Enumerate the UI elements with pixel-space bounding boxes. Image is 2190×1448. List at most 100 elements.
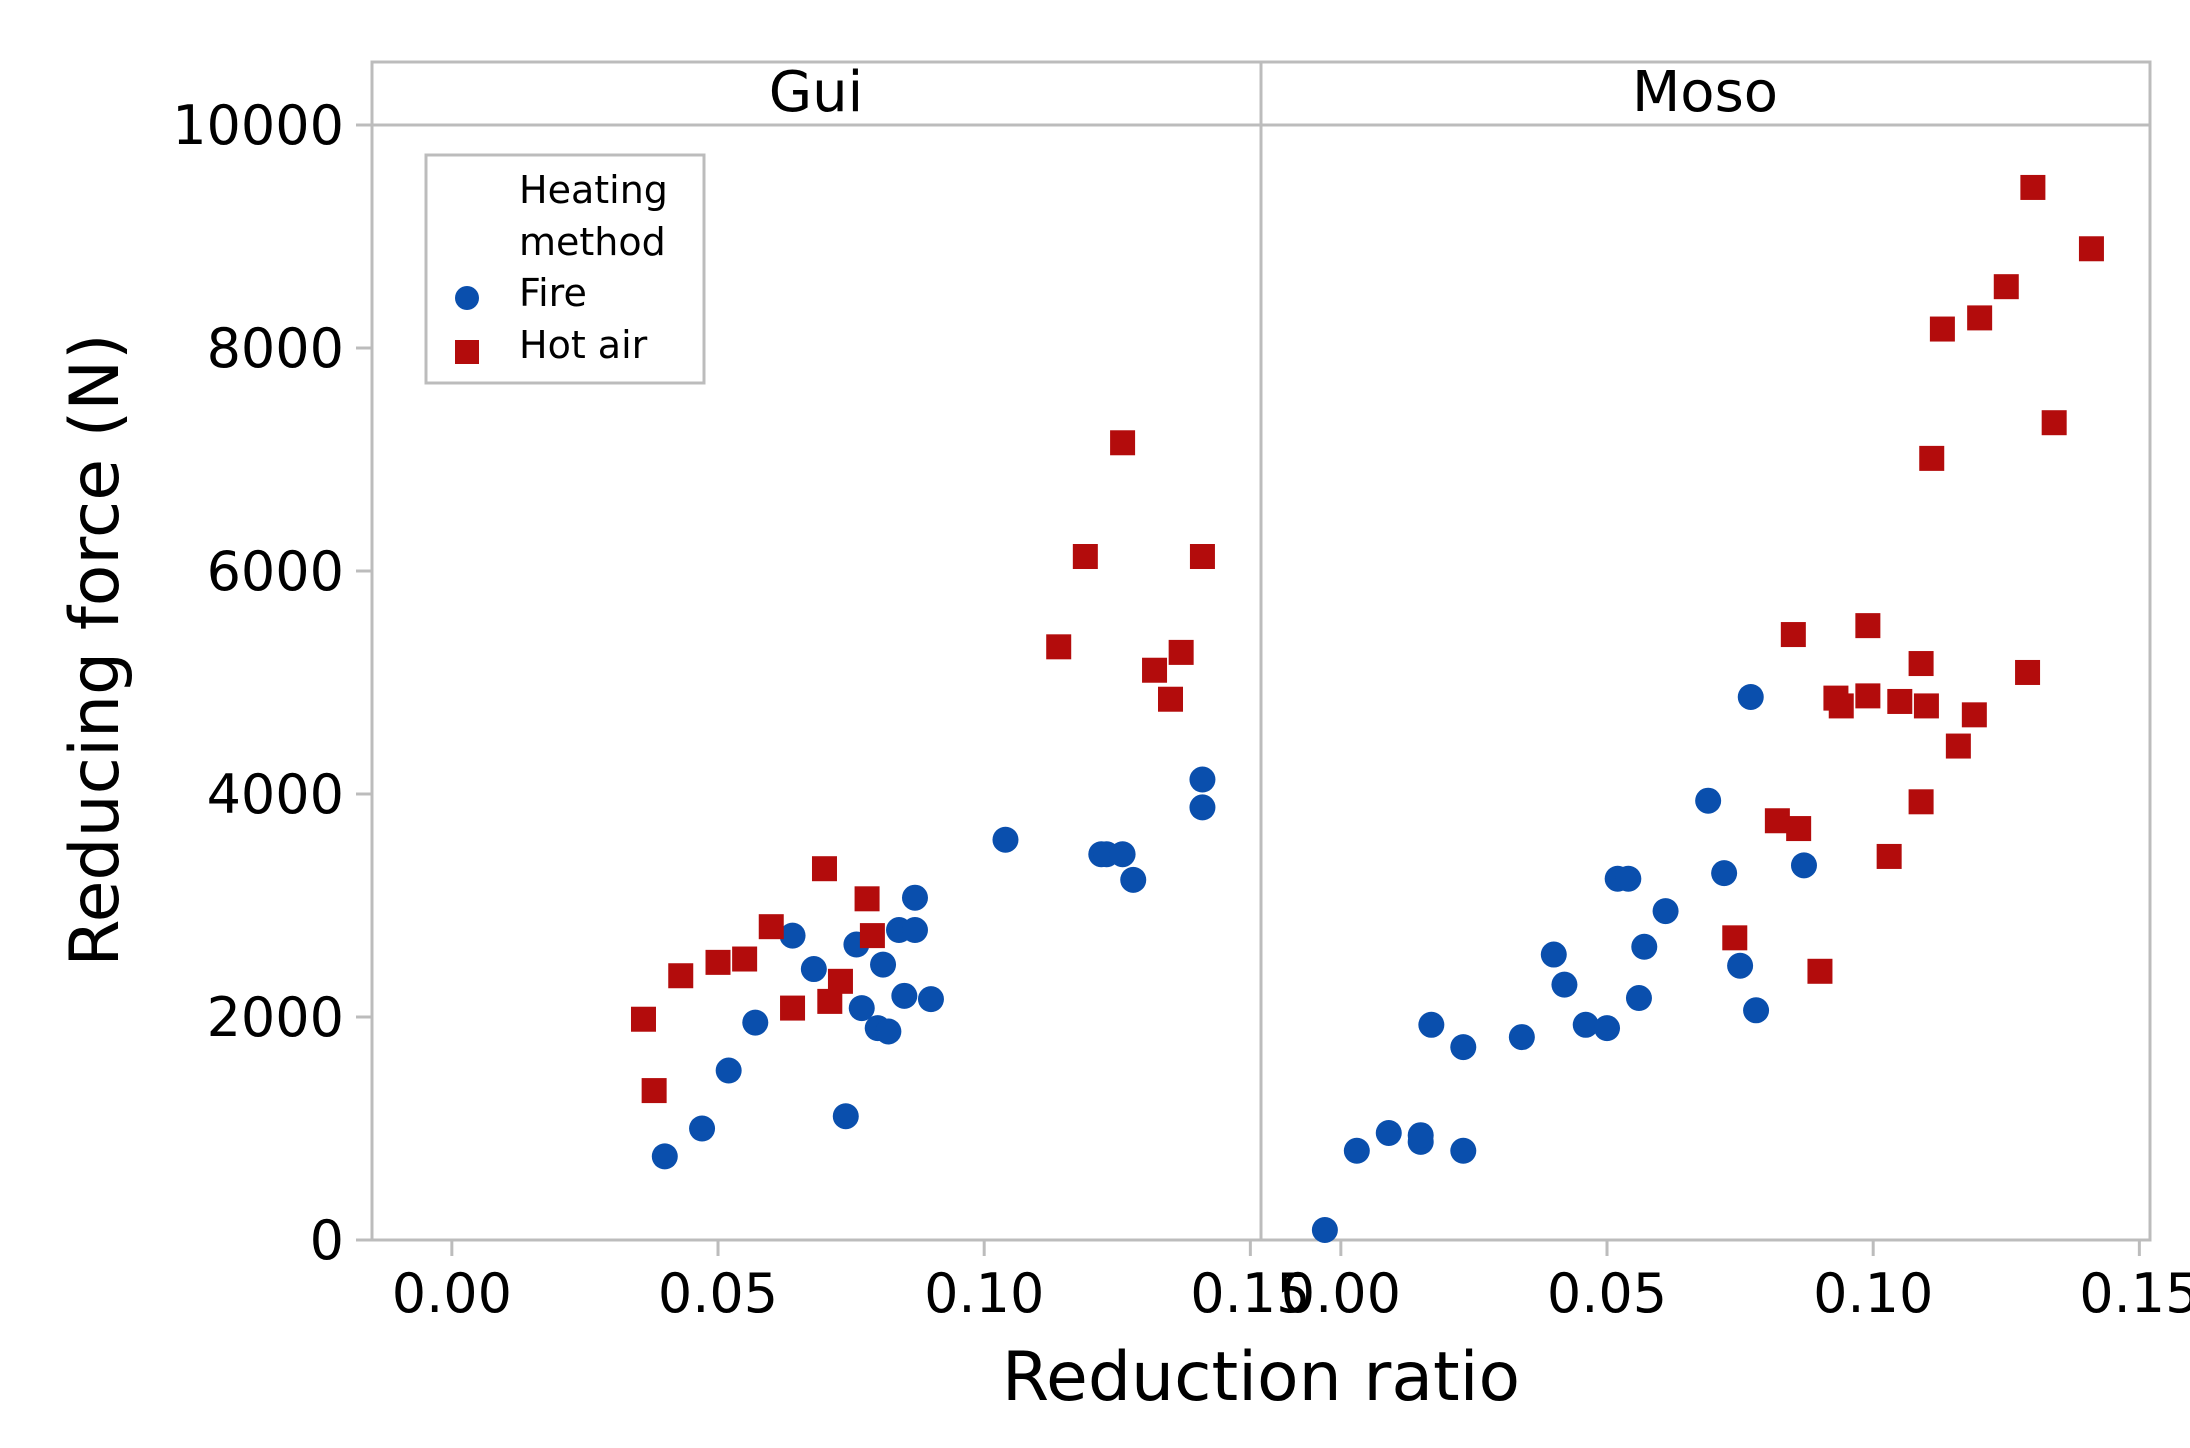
point-moso-fire [1594,1015,1621,1042]
point-gui-fire [992,826,1019,853]
point-moso-fire [1743,997,1770,1024]
x-tick-label: 0.05 [658,1262,778,1325]
point-gui-hot-air [854,886,880,912]
point-moso-hot-air [1764,808,1790,834]
x-axis-title: Reduction ratio [1002,1338,1520,1417]
point-moso-fire [1418,1011,1445,1038]
point-moso-hot-air [2015,659,2041,685]
point-gui-fire [875,1018,902,1045]
y-axis-title: Reducing force (N) [56,333,135,966]
point-gui-fire [870,951,897,978]
point-gui-hot-air [1072,544,1098,570]
point-gui-fire [1109,841,1136,868]
point-moso-fire [1508,1024,1535,1051]
point-gui-hot-air [732,946,758,972]
strip-label-moso: Moso [1632,60,1778,125]
point-gui-fire [901,917,928,944]
y-tick-label: 4000 [207,763,344,826]
x-tick-label: 0.10 [924,1262,1044,1325]
point-moso-hot-air [1945,733,1971,759]
x-tick-label: 0.00 [392,1262,512,1325]
point-moso-hot-air [1828,693,1854,719]
legend-label-fire: Fire [519,271,587,315]
point-gui-hot-air [630,1006,656,1032]
point-gui-hot-air [1110,430,1136,456]
point-moso-hot-air [1722,925,1748,951]
point-moso-fire [1711,860,1738,887]
point-gui-fire [1120,866,1147,893]
point-gui-fire [715,1057,742,1084]
point-moso-fire [1450,1034,1477,1061]
point-moso-hot-air [1913,693,1939,719]
point-gui-fire [1189,794,1216,821]
point-gui-hot-air [827,968,853,994]
point-gui-hot-air [811,856,837,882]
point-gui-fire [1189,766,1216,793]
point-moso-hot-air [1967,305,1993,331]
strip-label-gui: Gui [769,60,863,125]
y-tick-label: 10000 [172,94,344,157]
point-gui-hot-air [641,1078,667,1104]
y-tick-label: 0 [310,1209,344,1272]
point-moso-fire [1551,971,1578,998]
point-moso-fire [1540,941,1567,968]
data-marks [630,174,2104,1243]
x-tick-label: 0.00 [1281,1262,1401,1325]
point-moso-hot-air [1919,445,1945,471]
x-tick-label: 0.15 [1190,1262,1310,1325]
point-gui-fire [917,986,944,1013]
point-gui-fire [901,884,928,911]
point-gui-hot-air [758,914,784,940]
point-gui-fire [848,995,875,1022]
point-gui-hot-air [859,923,885,949]
point-moso-hot-air [1961,702,1987,728]
point-gui-fire [832,1103,859,1130]
point-moso-fire [1311,1216,1338,1243]
legend-marker-hot-air [455,340,479,364]
point-gui-fire [779,922,806,949]
point-moso-hot-air [1780,622,1806,648]
legend: Heating method Fire Hot air [424,153,706,385]
point-gui-fire [742,1009,769,1036]
point-moso-fire [1652,898,1679,925]
point-moso-fire [1615,865,1642,892]
point-moso-hot-air [1786,816,1812,842]
point-gui-hot-air [1142,657,1168,683]
point-moso-hot-air [1929,316,1955,342]
point-moso-hot-air [2078,236,2104,262]
point-moso-hot-air [1908,789,1934,815]
point-moso-fire [1572,1011,1599,1038]
point-moso-fire [1625,985,1652,1012]
point-moso-fire [1407,1122,1434,1149]
point-gui-hot-air [705,949,731,975]
point-moso-hot-air [2041,410,2067,436]
y-tick-label: 6000 [207,540,344,603]
point-gui-hot-air [780,995,806,1021]
point-moso-fire [1343,1137,1370,1164]
point-moso-fire [1695,787,1722,814]
point-gui-hot-air [668,963,694,989]
x-tick-label: 0.15 [2079,1262,2190,1325]
legend-title-line-2: method [519,220,666,264]
x-tick-label: 0.10 [1813,1262,1933,1325]
point-gui-hot-air [1189,544,1215,570]
point-moso-hot-air [1887,688,1913,714]
point-gui-fire [800,956,827,983]
point-moso-hot-air [1855,683,1881,709]
point-moso-fire [1737,683,1764,710]
point-moso-fire [1790,852,1817,879]
point-moso-fire [1631,933,1658,960]
x-axis: 0.00 0.05 0.10 0.150.00 0.05 0.10 0.15 [392,1240,2190,1325]
panel-frame-moso [1259,60,2152,1242]
y-axis: 0 2000 4000 6000 8000 10000 [172,94,372,1272]
point-gui-fire [689,1115,716,1142]
point-gui-hot-air [1168,639,1194,665]
point-moso-hot-air [2020,174,2046,200]
point-gui-fire [651,1143,678,1170]
legend-title-line-1: Heating [519,168,668,212]
point-moso-fire [1727,952,1754,979]
point-moso-hot-air [1908,651,1934,677]
point-moso-fire [1450,1137,1477,1164]
x-tick-label: 0.05 [1547,1262,1667,1325]
